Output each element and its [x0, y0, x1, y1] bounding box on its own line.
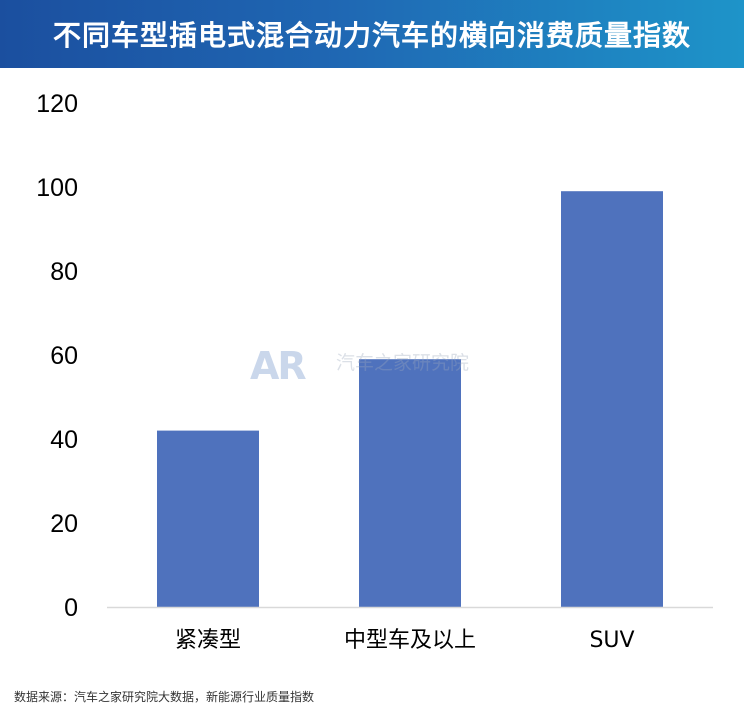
y-axis-ticks: 0 20 40 60 80 100 120	[36, 90, 78, 622]
bar-chart: 0 20 40 60 80 100 120 紧凑型 中型车及以上 SUV	[36, 90, 713, 653]
chart-area: 0 20 40 60 80 100 120 紧凑型 中型车及以上 SUV AR 汽车之家研究院	[0, 68, 744, 697]
y-tick-label: 40	[50, 426, 78, 454]
y-tick-label: 100	[36, 174, 78, 202]
y-tick-label: 80	[50, 258, 78, 286]
x-tick-label: 中型车及以上	[344, 628, 476, 653]
bar	[359, 359, 461, 607]
title-bar: 不同车型插电式混合动力汽车的横向消费质量指数	[0, 0, 744, 68]
bar	[561, 191, 663, 607]
x-tick-label: 紧凑型	[175, 628, 241, 653]
bars-group	[157, 191, 663, 607]
chart-title: 不同车型插电式混合动力汽车的横向消费质量指数	[52, 19, 691, 52]
x-tick-label: SUV	[589, 628, 634, 653]
y-tick-label: 120	[36, 90, 78, 118]
bar	[157, 430, 259, 607]
y-tick-label: 20	[50, 510, 78, 538]
y-tick-label: 60	[50, 342, 78, 370]
y-tick-label: 0	[64, 594, 78, 622]
x-axis-labels: 紧凑型 中型车及以上 SUV	[175, 628, 635, 653]
